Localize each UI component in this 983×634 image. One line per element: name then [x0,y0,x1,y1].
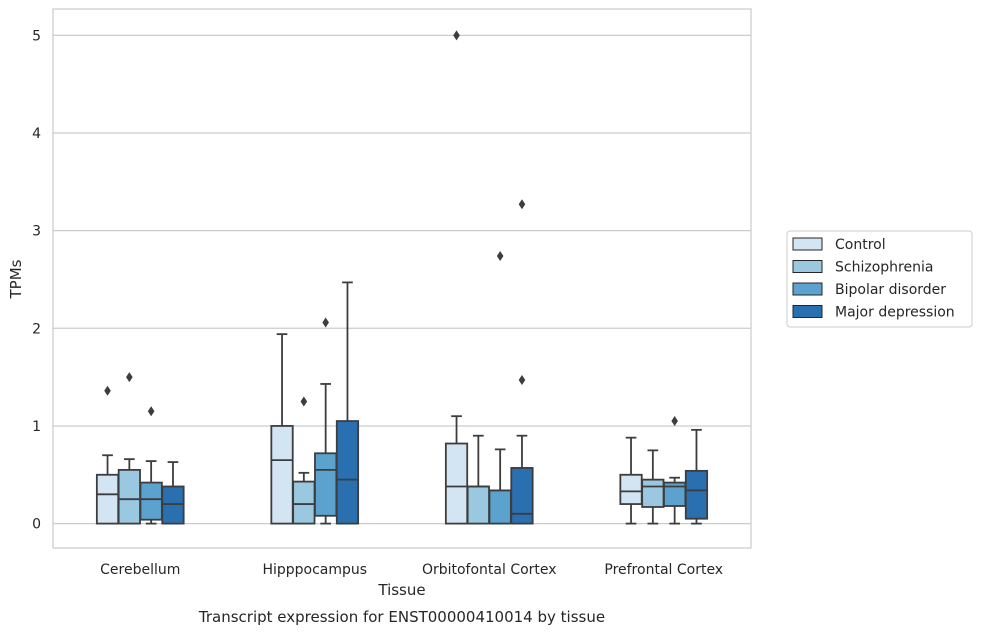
box-1-1 [292,396,316,525]
box-3-0 [619,436,643,525]
box-3-2 [663,416,687,525]
box-body [139,481,163,521]
outlier-point [104,385,111,396]
outlier-point [322,317,329,328]
box-2-3 [510,199,534,525]
outlier-point [671,416,678,427]
x-tick-label: Hipppocampus [262,562,367,578]
legend-swatch [792,305,823,318]
y-tick-label: 5 [32,28,41,44]
outlier-point [518,375,526,386]
legend-swatch [792,282,823,296]
box-body [314,452,338,517]
outlier-point [518,199,526,210]
box-body [95,473,120,525]
box-0-1 [117,372,141,525]
y-axis-label: TPMs [7,259,25,299]
box-body [510,467,534,525]
box-body [619,473,643,505]
box-body [684,469,709,520]
box-3-1 [641,449,665,525]
legend-label: Schizophrenia [835,260,933,276]
y-tick-labels: 0 1 2 3 4 5 [32,28,41,532]
outlier-point [496,251,504,262]
legend-label: Major depression [835,305,955,321]
x-tick-labels: Cerebellum Hipppocampus Orbitofontal Corte… [100,562,723,578]
box-body [161,485,185,525]
box-body [292,480,316,525]
box-body [117,468,141,525]
box-body [444,442,469,525]
legend: Control Schizophrenia Bipolar disorder Majo… [786,230,973,328]
chart-title: Transcript expression for ENST0000041001… [198,608,605,626]
box-body [488,489,512,525]
y-tick-label: 3 [32,224,41,240]
box-body [466,485,490,525]
y-tick-label: 0 [32,517,41,533]
box-1-3 [335,281,360,525]
box-2-1 [466,434,490,525]
box-2-2 [488,251,512,525]
legend-label: Control [835,237,886,253]
y-tick-label: 2 [32,321,41,337]
legend-frame [786,230,973,328]
gridlines [53,34,751,525]
outlier-point [147,406,155,417]
box-1-0 [270,333,294,525]
legend-swatch [792,237,823,251]
legend-swatch [792,260,823,273]
box-body [641,478,665,508]
x-tick-label: Cerebellum [100,562,180,578]
plot-area-frame [52,8,752,549]
outlier-point [453,30,460,41]
box-body [270,425,294,525]
box-0-3 [161,461,185,525]
x-axis-label: Tissue [377,581,425,599]
legend-label: Bipolar disorder [835,282,946,298]
outlier-point [300,396,308,407]
boxes-layer [95,30,709,525]
box-body [335,420,360,525]
y-tick-label: 1 [32,419,41,435]
x-tick-label: Prefrontal Cortex [604,562,723,578]
box-3-3 [684,428,709,525]
box-2-0 [444,30,469,525]
box-0-0 [95,385,120,525]
box-0-2 [139,406,163,525]
outlier-point [126,372,133,383]
y-tick-label: 4 [32,126,41,142]
x-tick-label: Orbitofontal Cortex [422,562,557,578]
box-1-2 [314,317,338,525]
